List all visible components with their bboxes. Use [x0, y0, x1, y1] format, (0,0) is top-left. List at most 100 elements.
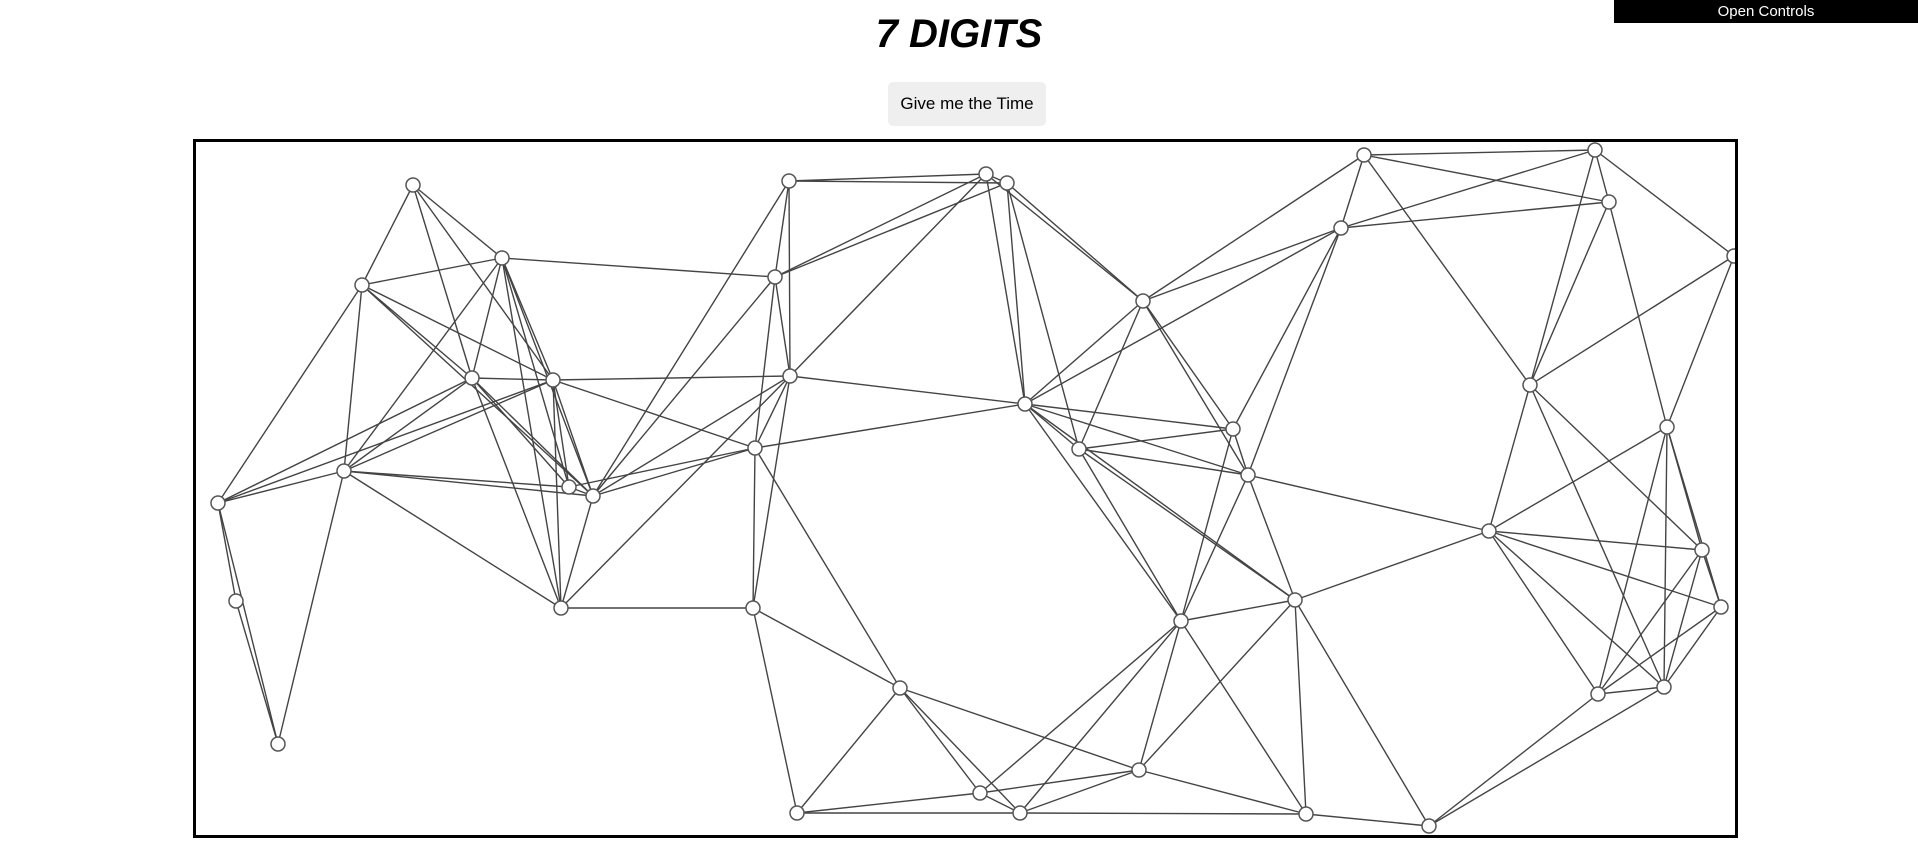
graph-canvas[interactable] — [193, 139, 1738, 838]
graph-edge — [412, 184, 503, 259]
page-title: 7 DIGITS — [875, 12, 1043, 56]
graph-edge — [361, 257, 503, 286]
graph-node[interactable] — [553, 600, 569, 616]
graph-edge — [1024, 227, 1342, 405]
graph-node[interactable] — [789, 805, 805, 821]
graph-node[interactable] — [1481, 523, 1497, 539]
graph-edge — [789, 173, 987, 377]
graph-node[interactable] — [1726, 248, 1735, 264]
graph-node[interactable] — [354, 277, 370, 293]
graph-node[interactable] — [781, 173, 797, 189]
graph-edge — [788, 173, 987, 182]
graph-node[interactable] — [1135, 293, 1151, 309]
graph-edge — [1608, 201, 1668, 428]
graph-node[interactable] — [494, 250, 510, 266]
graph-node[interactable] — [336, 463, 352, 479]
graph-node[interactable] — [1587, 142, 1603, 158]
graph-edge — [568, 447, 756, 488]
graph-edge — [752, 447, 756, 609]
graph-edge — [1529, 149, 1596, 386]
graph-node[interactable] — [1071, 441, 1087, 457]
graph-edge — [592, 375, 791, 497]
graph-edge — [1180, 599, 1296, 622]
graph-edge — [1305, 813, 1430, 827]
graph-node[interactable] — [1522, 377, 1538, 393]
graph-edge — [1529, 255, 1735, 386]
graph-edge — [1597, 686, 1665, 695]
graph-edge — [1138, 599, 1296, 771]
graph-edge — [217, 470, 345, 504]
graph-edge — [1247, 474, 1490, 532]
graph-node[interactable] — [978, 166, 994, 182]
graph-node[interactable] — [1659, 419, 1675, 435]
graph-node[interactable] — [1333, 220, 1349, 236]
graph-edge — [343, 470, 570, 488]
graph-edge — [1024, 403, 1296, 601]
graph-node[interactable] — [745, 600, 761, 616]
graph-node[interactable] — [1713, 599, 1729, 615]
graph-edge — [1024, 403, 1249, 476]
graph-edge — [501, 257, 562, 609]
graph-edge — [789, 375, 1026, 405]
graph-node[interactable] — [1017, 396, 1033, 412]
graph-node[interactable] — [405, 177, 421, 193]
graph-node[interactable] — [1601, 194, 1617, 210]
network-graph[interactable] — [196, 142, 1735, 835]
graph-node[interactable] — [1694, 542, 1710, 558]
graph-edge — [560, 375, 791, 609]
graph-node[interactable] — [1225, 421, 1241, 437]
graph-edge — [1078, 300, 1144, 450]
graph-edge — [774, 173, 987, 278]
open-controls-button[interactable]: Open Controls — [1614, 0, 1918, 23]
graph-edge — [1247, 227, 1342, 476]
graph-edge — [1232, 428, 1249, 476]
graph-edge — [1594, 149, 1735, 257]
graph-edge — [979, 769, 1140, 794]
graph-node[interactable] — [892, 680, 908, 696]
graph-node[interactable] — [747, 440, 763, 456]
graph-edge — [1488, 530, 1665, 688]
graph-node[interactable] — [464, 370, 480, 386]
graph-node[interactable] — [999, 175, 1015, 191]
graph-node[interactable] — [1356, 147, 1372, 163]
graph-edge — [501, 257, 570, 488]
graph-node[interactable] — [1421, 818, 1437, 834]
graph-nodes — [210, 142, 1735, 834]
graph-edge — [1294, 599, 1430, 827]
graph-node[interactable] — [1287, 592, 1303, 608]
graph-edge — [1138, 769, 1307, 815]
graph-node[interactable] — [782, 368, 798, 384]
graph-node[interactable] — [561, 479, 577, 495]
graph-node[interactable] — [545, 372, 561, 388]
graph-edge — [1529, 384, 1665, 688]
graph-node[interactable] — [972, 785, 988, 801]
graph-node[interactable] — [210, 495, 226, 511]
graph-edge — [1006, 182, 1144, 302]
graph-node[interactable] — [1590, 686, 1606, 702]
graph-edge — [1138, 620, 1182, 771]
graph-edge — [361, 184, 414, 286]
graph-edge — [1078, 448, 1249, 476]
graph-edge — [1488, 530, 1599, 695]
graph-edge — [899, 687, 1021, 814]
graph-node[interactable] — [1131, 762, 1147, 778]
graph-node[interactable] — [1240, 467, 1256, 483]
graph-node[interactable] — [1656, 679, 1672, 695]
graph-node[interactable] — [228, 593, 244, 609]
graph-edge — [1428, 686, 1665, 827]
graph-edge — [1663, 606, 1722, 688]
graph-node[interactable] — [1298, 806, 1314, 822]
graph-node[interactable] — [767, 269, 783, 285]
graph-node[interactable] — [270, 736, 286, 752]
graph-edge — [788, 180, 1008, 184]
graph-edge — [985, 173, 1026, 405]
graph-node[interactable] — [585, 488, 601, 504]
give-time-button[interactable]: Give me the Time — [888, 82, 1046, 126]
graph-edge — [1019, 812, 1307, 815]
graph-edge — [217, 284, 363, 504]
graph-edge — [1666, 426, 1722, 608]
graph-node[interactable] — [1173, 613, 1189, 629]
graph-node[interactable] — [1012, 805, 1028, 821]
graph-edge — [343, 284, 363, 472]
